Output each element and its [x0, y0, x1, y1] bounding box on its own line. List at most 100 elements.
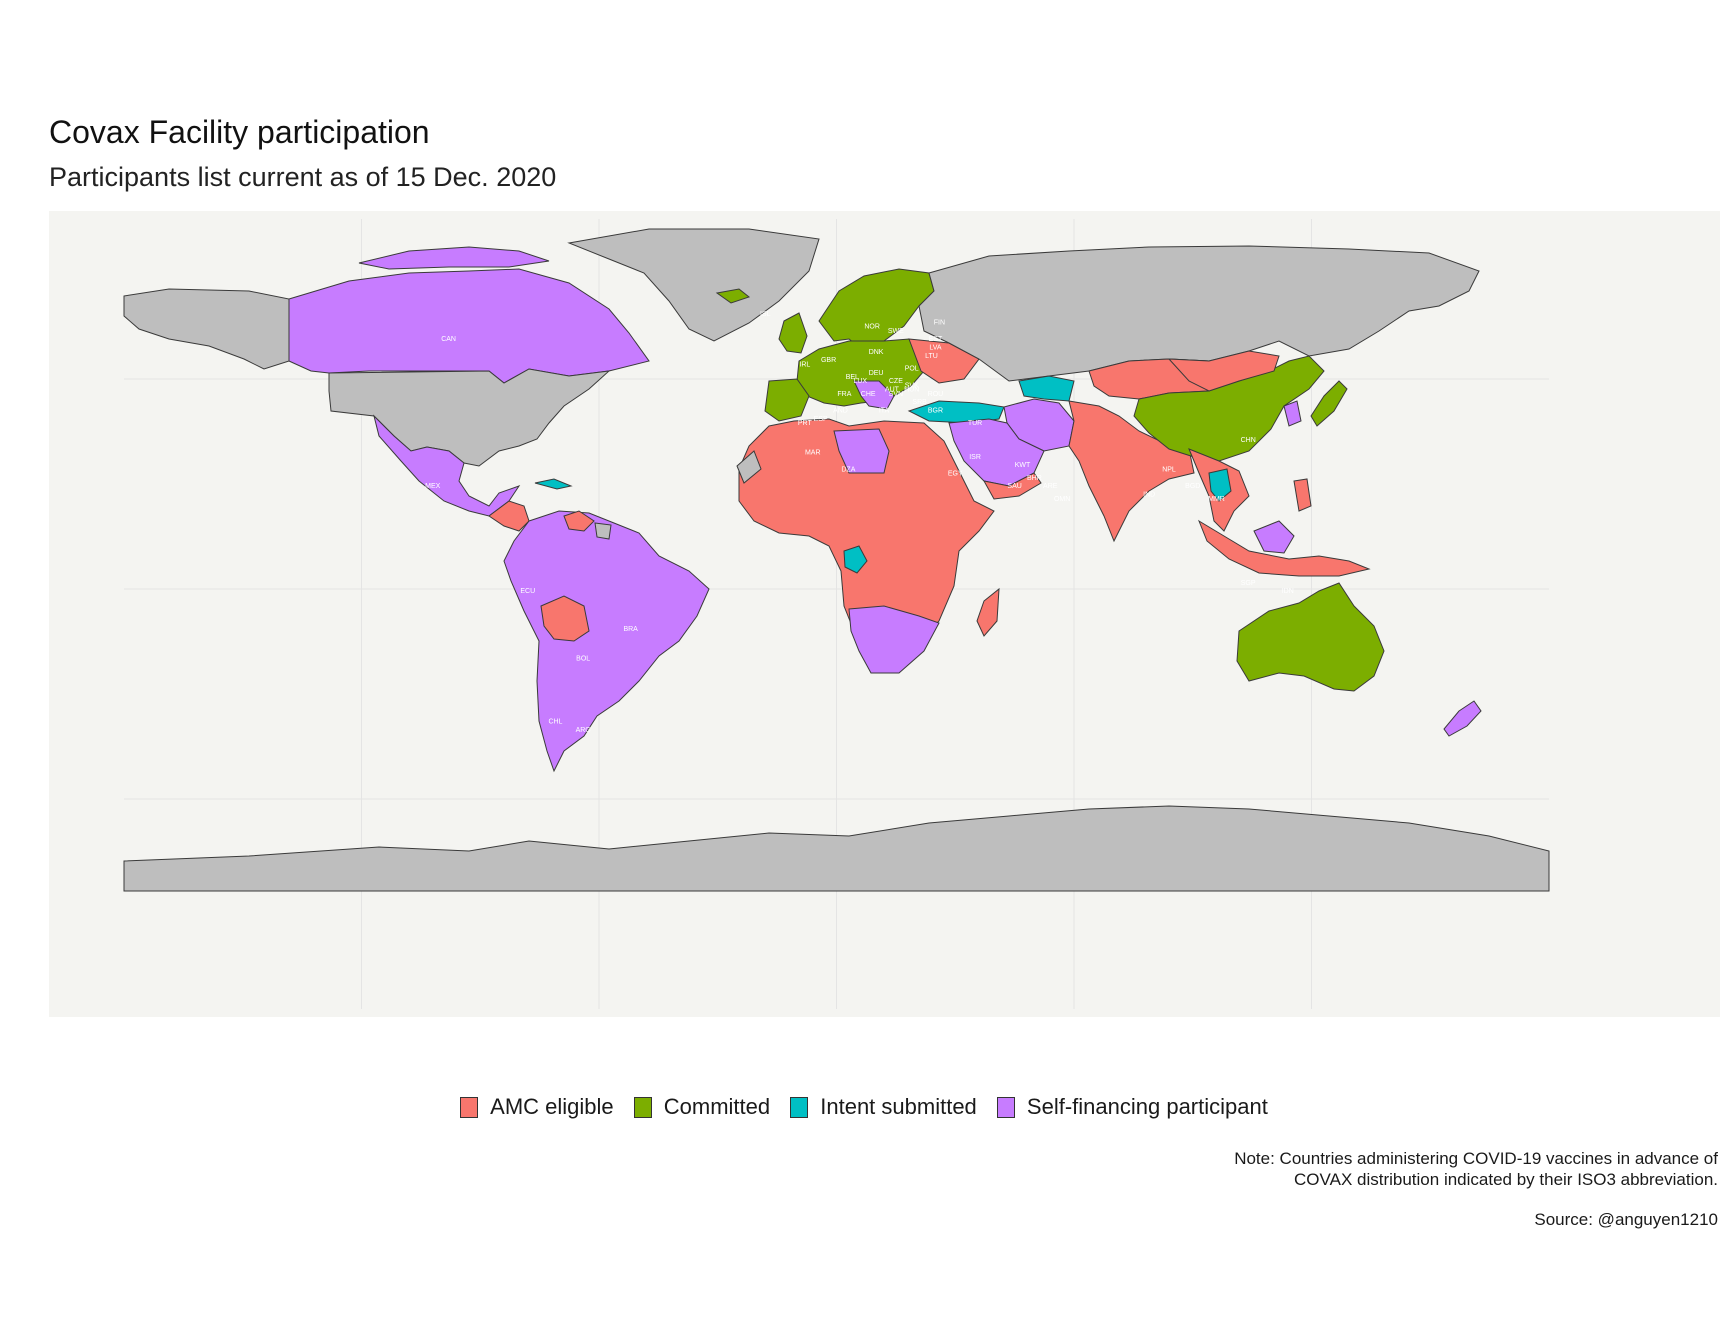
country-usa: [328, 368, 611, 467]
caption-source: Source: @anguyen1210: [1534, 1210, 1718, 1229]
iso-label-are: ARE: [1043, 483, 1058, 490]
country-iceland: [715, 288, 751, 304]
map-title: Covax Facility participation: [49, 114, 430, 150]
country-iberia: [764, 378, 810, 422]
country-korea: [1283, 400, 1302, 427]
country-bol: [540, 595, 590, 642]
country-japan: [1310, 380, 1348, 427]
country-gabon: [843, 545, 868, 574]
iso-label-dnk: DNK: [869, 349, 884, 356]
iso-label-bgd: BGD: [1185, 483, 1200, 490]
iso-label-lva: LVA: [929, 345, 942, 352]
legend-item-amc-eligible: AMC eligible: [460, 1094, 614, 1120]
country-turkey: [907, 400, 1005, 424]
map-subtitle: Participants list current as of 15 Dec. …: [49, 162, 557, 192]
country-new-zealand: [1443, 700, 1482, 737]
iso-label-gbr: GBR: [821, 357, 836, 364]
iso-label-lux: LUX: [853, 378, 867, 385]
country-italy-balkans: [853, 380, 895, 410]
country-can: [288, 268, 650, 384]
iso-label-ltu: LTU: [925, 353, 938, 360]
iso-label-isl: ISL: [760, 311, 771, 318]
iso-label-egy: EGY: [948, 471, 963, 478]
iso-label-sau: SAU: [1007, 483, 1021, 490]
iso-label-tur: TUR: [968, 420, 982, 427]
country-iso-labels: CANMEXBRABOLARGCHLECUISLNORSWEFINESTLVAL…: [425, 311, 1294, 734]
country-madagascar: [976, 587, 1000, 637]
iso-label-omn: OMN: [1054, 496, 1070, 503]
country-europe-main: [796, 338, 925, 407]
iso-label-irl: IRL: [799, 361, 810, 368]
iso-label-ecu: ECU: [520, 588, 535, 595]
legend-item-self-financing: Self-financing participant: [996, 1094, 1268, 1120]
country-ven: [563, 510, 595, 532]
iso-label-dza: DZA: [841, 466, 855, 473]
iso-label-fin: FIN: [934, 319, 945, 326]
caption-note-line-1: Note: Countries administering COVID-19 v…: [1234, 1149, 1718, 1168]
legend-key-intent-submitted: [790, 1096, 809, 1118]
iso-label-svk: SVK: [905, 382, 919, 389]
country-idn: [1197, 519, 1371, 577]
iso-label-srb: SRB: [912, 399, 927, 406]
legend-item-committed: Committed: [633, 1094, 771, 1120]
country-mex: [373, 414, 521, 517]
country-usa-alaska: [123, 288, 290, 370]
iso-label-nor: NOR: [864, 324, 880, 331]
iso-label-mex: MEX: [425, 483, 441, 490]
country-can-arctic: [358, 246, 550, 270]
caption-note-line-2: COVAX distribution indicated by their IS…: [1294, 1170, 1718, 1189]
country-australia: [1236, 582, 1385, 692]
country-southern-africa: [848, 605, 940, 674]
iso-label-sgp: SGP: [1241, 580, 1256, 587]
iso-label-chn: CHN: [1241, 437, 1256, 444]
iso-label-che: CHE: [861, 391, 876, 398]
iso-label-and: AND: [833, 408, 848, 415]
legend-label-intent-submitted: Intent submitted: [820, 1094, 977, 1119]
country-central-asia: [1018, 375, 1075, 402]
country-thailand: [1208, 468, 1232, 502]
caption-note: Note: Countries administering COVID-19 v…: [1234, 1148, 1718, 1190]
legend-label-committed: Committed: [663, 1094, 771, 1119]
iso-label-isr: ISR: [969, 454, 981, 461]
iso-label-bgr: BGR: [928, 408, 943, 415]
map-panel: CAN MEX BRA BOL ARG CHL ECU ISL NOR SWE FIN EST LVA L…: [49, 211, 1720, 1017]
country-africa: [738, 418, 995, 652]
iso-label-bol: BOL: [576, 655, 590, 662]
world-map: CANMEXBRABOLARGCHLECUISLNORSWEFINESTLVAL…: [123, 219, 1550, 1009]
iso-label-idn: IDN: [1282, 588, 1294, 595]
iso-label-bhr: BHR: [1027, 475, 1042, 482]
legend-key-committed: [633, 1096, 652, 1118]
iso-label-can: CAN: [441, 336, 456, 343]
legend-key-self-financing: [996, 1096, 1015, 1118]
country-south-asia: [1068, 400, 1195, 543]
iso-label-mmr: MMR: [1208, 496, 1225, 503]
iso-label-deu: DEU: [869, 370, 884, 377]
country-yemen-oman: [983, 472, 1042, 500]
iso-label-pol: POL: [905, 366, 919, 373]
iso-label-chl: CHL: [548, 718, 562, 725]
legend-item-intent-submitted: Intent submitted: [790, 1094, 977, 1120]
iso-label-est: EST: [929, 336, 943, 343]
country-uk-ireland: [778, 312, 808, 354]
legend-key-amc-eligible: [460, 1096, 479, 1118]
country-libya: [833, 428, 890, 474]
country-antarctica: [123, 805, 1550, 892]
iso-label-swe: SWE: [888, 328, 904, 335]
iso-label-bel: BEL: [846, 374, 859, 381]
country-south-america: [503, 510, 710, 773]
country-western-sahara: [736, 450, 762, 484]
iso-label-npl: NPL: [1162, 466, 1176, 473]
iso-label-cze: CZE: [889, 378, 903, 385]
country-greenland: [567, 228, 820, 342]
country-philippines: [1293, 478, 1312, 512]
country-mongolia: [1167, 350, 1280, 392]
iso-label-ind: IND: [1143, 492, 1155, 499]
country-borneo: [1253, 520, 1295, 554]
iso-label-svn: SVN: [889, 391, 903, 398]
country-russia: [918, 245, 1480, 382]
iso-label-mar: MAR: [805, 450, 821, 457]
iso-label-kwt: KWT: [1015, 462, 1031, 469]
iso-label-esp: ESP: [814, 416, 828, 423]
legend-label-self-financing: Self-financing participant: [1026, 1094, 1268, 1119]
iso-label-aut: AUT: [885, 387, 900, 394]
